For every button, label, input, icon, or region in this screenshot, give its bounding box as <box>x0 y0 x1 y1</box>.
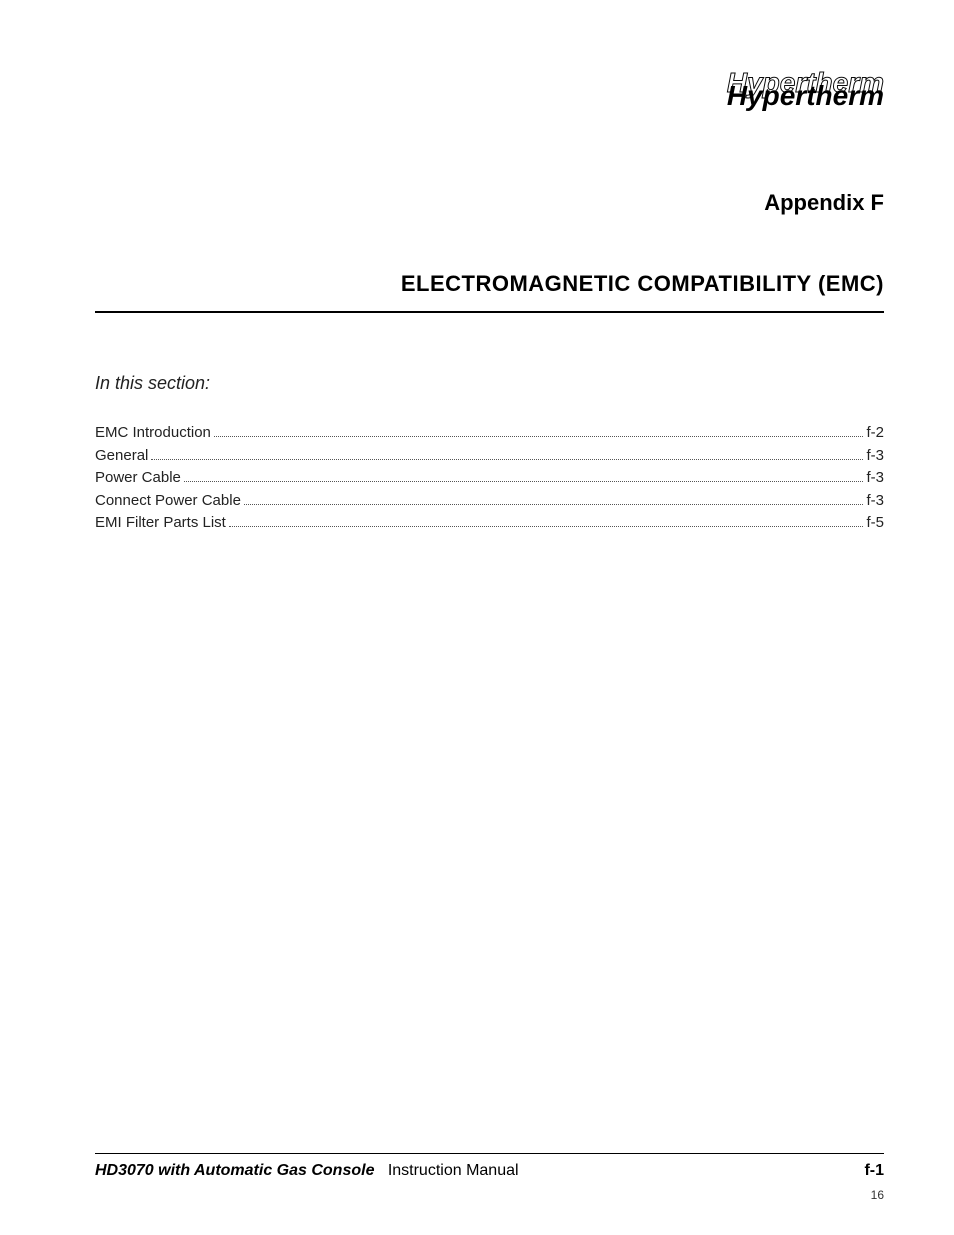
toc-page-ref: f-2 <box>866 422 884 445</box>
toc-row: Power Cable f-3 <box>95 467 884 490</box>
title-rule <box>95 311 884 313</box>
footer-line: HD3070 with Automatic Gas Console Instru… <box>95 1162 884 1180</box>
table-of-contents: EMC Introduction f-2 General f-3 Power C… <box>95 422 884 535</box>
appendix-label: Appendix F <box>95 190 884 216</box>
toc-page-ref: f-5 <box>866 512 884 535</box>
toc-row: Connect Power Cable f-3 <box>95 490 884 513</box>
toc-label: General <box>95 445 148 468</box>
document-page: Hypertherm Hypertherm Appendix F ELECTRO… <box>0 0 954 1235</box>
toc-row: EMI Filter Parts List f-5 <box>95 512 884 535</box>
toc-leader-dots <box>214 424 864 437</box>
footer-product: HD3070 with Automatic Gas Console <box>95 1162 374 1179</box>
page-footer: HD3070 with Automatic Gas Console Instru… <box>95 1153 884 1180</box>
toc-row: EMC Introduction f-2 <box>95 422 884 445</box>
toc-leader-dots <box>151 447 863 460</box>
toc-label: Power Cable <box>95 467 181 490</box>
brand-logo: Hypertherm Hypertherm <box>95 80 884 130</box>
toc-leader-dots <box>184 469 864 482</box>
footer-rule <box>95 1153 884 1154</box>
logo-text: Hypertherm <box>727 80 884 112</box>
toc-label: Connect Power Cable <box>95 490 241 513</box>
footer-manual: Instruction Manual <box>379 1162 519 1179</box>
footer-left: HD3070 with Automatic Gas Console Instru… <box>95 1162 519 1180</box>
toc-row: General f-3 <box>95 445 884 468</box>
footer-manual-text: Instruction Manual <box>388 1162 519 1179</box>
toc-page-ref: f-3 <box>866 490 884 513</box>
footer-sheet-number: 16 <box>871 1188 884 1202</box>
toc-label: EMI Filter Parts List <box>95 512 226 535</box>
page-title: ELECTROMAGNETIC COMPATIBILITY (EMC) <box>95 271 884 297</box>
toc-page-ref: f-3 <box>866 467 884 490</box>
footer-page-number: f-1 <box>864 1162 884 1180</box>
toc-label: EMC Introduction <box>95 422 211 445</box>
toc-page-ref: f-3 <box>866 445 884 468</box>
toc-leader-dots <box>229 514 864 527</box>
section-label: In this section: <box>95 373 884 394</box>
toc-leader-dots <box>244 492 864 505</box>
